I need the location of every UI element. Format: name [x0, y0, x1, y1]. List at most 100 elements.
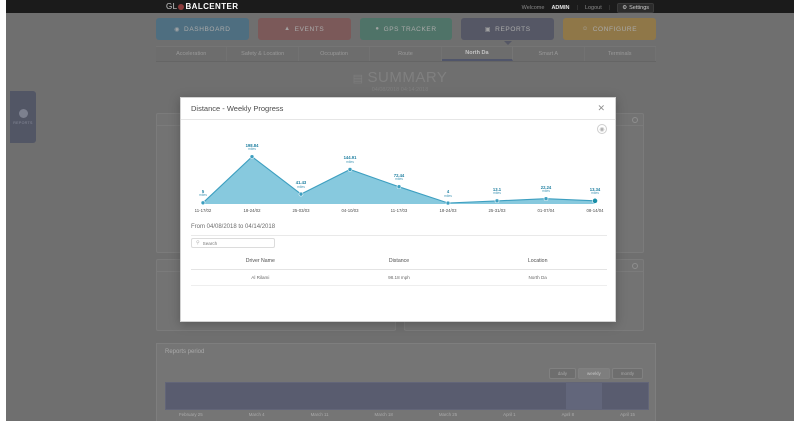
search-icon: ⚲	[196, 240, 200, 246]
driver-distance-table: Driver Name Distance Location Al Rilami …	[191, 254, 607, 286]
chart-data-point[interactable]	[445, 200, 451, 206]
period-button-weekly[interactable]: weekly	[577, 368, 610, 379]
summary-subtitle: 04/08/2018 04:14:2018	[371, 87, 429, 93]
welcome-label: Welcome	[521, 5, 545, 11]
chart-data-point[interactable]	[494, 198, 500, 204]
chart-x-label: 11-17/02	[194, 208, 212, 213]
chart-data-point[interactable]	[543, 196, 549, 202]
chart-x-axis-labels: 11-17/02 18-24/02 25-03/03 04-10/03 11-17/03…	[189, 208, 609, 218]
chart-x-label: 04-10/03	[341, 208, 359, 213]
nav-label-dashboard: DASHBOARD	[184, 25, 231, 33]
active-nav-caret	[503, 41, 512, 45]
sidebar-tab-label: REPORTS	[13, 121, 33, 125]
period-range-slider[interactable]	[165, 382, 649, 410]
chart-data-point[interactable]	[592, 197, 598, 204]
expand-icon[interactable]: ◉	[597, 124, 607, 134]
pin-icon: ●	[375, 26, 380, 32]
page-title-row: ▤ SUMMARY	[6, 69, 794, 86]
table-head: Driver Name Distance Location	[191, 254, 607, 270]
nav-label-configure: CONFIGURE	[592, 25, 638, 33]
nav-label-reports: REPORTS	[495, 25, 531, 33]
sub-tab-bar: Acceleration Safety & Location Occupatio…	[156, 46, 656, 62]
sub-tab-smart-a[interactable]: Smart A	[513, 47, 585, 61]
summary-header: ▤ SUMMARY 04/08/2018 04:14:2018	[6, 69, 794, 93]
nav-button-gps-tracker[interactable]: ● GPS TRACKER	[359, 18, 453, 40]
period-button-daily[interactable]: daily	[548, 368, 576, 379]
right-gutter	[794, 0, 800, 421]
gear-icon	[632, 116, 638, 123]
nav-label-events: EVENTS	[294, 25, 325, 33]
nav-button-events[interactable]: ▲ EVENTS	[257, 18, 351, 40]
chart-x-label: 25-03/03	[292, 208, 310, 213]
table-row[interactable]: Al Rilami 98.18 mph North Da	[191, 269, 607, 286]
gear-icon: ⚙	[622, 5, 628, 11]
brand-text-part2: BALCENTER	[185, 2, 239, 11]
sidebar-tab-reports[interactable]: REPORTS	[10, 91, 36, 143]
distance-weekly-progress-modal: Distance - Weekly Progress ✕ ◉ 5 miles 198…	[180, 97, 616, 322]
cell-distance: 98.18 mph	[329, 269, 469, 286]
period-axis-label-6: April 8	[561, 412, 575, 417]
sub-tab-safety-location[interactable]: Safety & Location	[227, 47, 299, 61]
period-axis-label-4: March 25	[438, 412, 458, 417]
username-label: ADMIN	[551, 5, 570, 11]
period-button-montly[interactable]: montly	[611, 368, 643, 379]
chart-x-label: 01-07/04	[537, 208, 555, 213]
cell-driver-name: Al Rilami	[191, 269, 330, 286]
modal-body: ◉ 5 miles 198.84 miles 41.43 miles 144.91 miles…	[181, 120, 615, 323]
settings-button[interactable]: ⚙ Settings	[617, 3, 654, 13]
reports-period-title: Reports period	[165, 349, 205, 355]
brand-logo[interactable]: GL BALCENTER	[166, 2, 238, 11]
gear-icon	[632, 262, 638, 269]
chart-icon: ▣	[484, 26, 492, 33]
chart-data-point[interactable]	[347, 167, 353, 172]
reports-period-card: Reports period daily weekly montly 03/25…	[156, 343, 656, 421]
modal-title: Distance - Weekly Progress	[191, 104, 284, 113]
chart-data-point[interactable]	[298, 191, 304, 197]
sub-tab-terminals[interactable]: Terminals	[585, 47, 656, 61]
header-right-controls: Welcome ADMIN | Logout | ⚙ Settings	[522, 3, 654, 13]
chart-data-point[interactable]	[200, 200, 206, 206]
settings-label: Settings	[629, 5, 649, 11]
header-separator-1: |	[576, 5, 578, 11]
column-header-location[interactable]: Location	[468, 254, 607, 270]
nav-button-dashboard[interactable]: ◉ DASHBOARD	[156, 18, 249, 40]
column-header-driver-name[interactable]: Driver Name	[191, 254, 330, 270]
chart-data-point[interactable]	[249, 154, 255, 159]
nav-button-configure[interactable]: ☺ CONFIGURE	[563, 18, 656, 40]
nav-button-reports[interactable]: ▣ REPORTS	[461, 18, 555, 45]
range-slider-handle[interactable]	[566, 383, 602, 409]
sub-tab-north-da[interactable]: North Da	[441, 47, 514, 61]
warning-icon: ▲	[284, 26, 291, 32]
left-gutter	[0, 0, 6, 421]
search-input[interactable]	[202, 240, 270, 246]
search-box[interactable]: ⚲	[191, 238, 275, 248]
sub-tab-acceleration[interactable]: Acceleration	[156, 47, 228, 61]
sub-tab-route[interactable]: Route	[370, 47, 442, 61]
column-header-distance[interactable]: Distance	[329, 254, 469, 270]
table-body: Al Rilami 98.18 mph North Da	[191, 269, 607, 286]
period-axis-label-2: March 11	[310, 412, 329, 417]
user-icon: ☺	[582, 26, 589, 32]
chart-data-point[interactable]	[396, 184, 402, 190]
logout-link[interactable]: Logout	[584, 5, 602, 11]
globe-icon	[178, 4, 185, 10]
period-axis-label-5: April 1	[503, 412, 516, 417]
close-icon[interactable]: ✕	[597, 103, 605, 113]
page-title: SUMMARY	[367, 69, 448, 86]
droplet-icon	[18, 109, 28, 118]
table-header-row: Driver Name Distance Location	[191, 254, 607, 270]
period-axis-label-1: March 4	[248, 412, 265, 417]
speedometer-icon: ◉	[174, 26, 181, 33]
period-toggle-group: daily weekly montly	[548, 368, 643, 379]
main-navigation: ◉ DASHBOARD ▲ EVENTS ● GPS TRACKER ▣ REP…	[156, 16, 656, 45]
nav-label-gps-tracker: GPS TRACKER	[383, 25, 437, 33]
period-axis-label-7: April 15	[620, 412, 635, 417]
brand-text-part1: GL	[166, 2, 178, 11]
sub-tab-occupation[interactable]: Occupation	[299, 47, 371, 61]
chart-x-label: 11-17/03	[390, 208, 408, 213]
period-axis-label-0: February 25	[179, 412, 203, 417]
period-axis-labels: February 25 March 4 March 11 March 18 Ma…	[165, 412, 649, 417]
cell-location: North Da	[468, 269, 607, 286]
chart-x-label: 18-24/03	[439, 208, 457, 213]
